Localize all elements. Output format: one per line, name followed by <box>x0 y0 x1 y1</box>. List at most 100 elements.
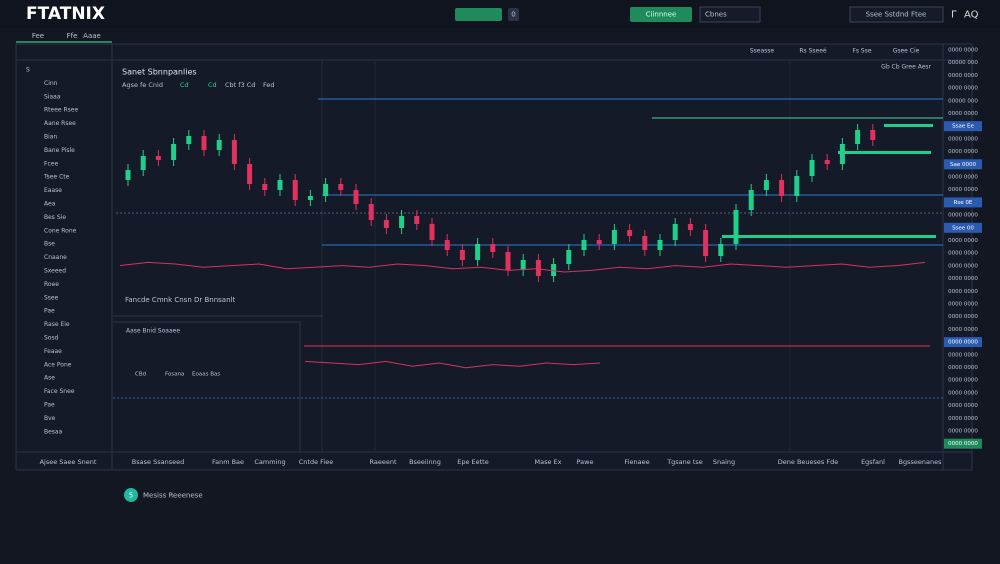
sidebar-item[interactable]: Cnaane <box>44 254 67 261</box>
candle-body <box>475 244 481 260</box>
badge-box[interactable] <box>508 8 519 21</box>
sidebar-item[interactable]: Aane Rsee <box>44 120 76 127</box>
sidebar-item[interactable]: Face Snee <box>44 388 75 395</box>
chart-subtitle: Cd <box>208 81 217 89</box>
candle-body <box>535 260 541 276</box>
price-label: 0000 0000 <box>948 441 978 447</box>
sidebar-item[interactable]: Fcee <box>44 160 58 167</box>
bottom-bar-item[interactable]: Bseeiinng <box>409 458 441 466</box>
bottom-bar-item[interactable]: Pawe <box>577 458 594 466</box>
panel-header-item[interactable]: Sseasse <box>750 48 775 55</box>
price-label: 0000 0000 <box>948 73 978 79</box>
sidebar-item[interactable]: Sosd <box>44 335 59 342</box>
sidebar-item[interactable]: Feaae <box>44 348 62 355</box>
candle-body <box>824 160 830 164</box>
icon[interactable]: AQ <box>964 10 979 21</box>
sidebar-item[interactable]: Ace Pone <box>44 361 72 368</box>
price-label: 0000 0000 <box>948 314 978 320</box>
bottom-bar-item[interactable]: Dene Beueses Fde <box>778 458 838 466</box>
sidebar-item[interactable]: Eaase <box>44 187 62 194</box>
sidebar-item[interactable]: Besaa <box>44 428 63 435</box>
sidebar-item[interactable]: Rase Eie <box>44 321 70 328</box>
sidebar-item[interactable]: Pae <box>44 402 55 409</box>
candle-body <box>870 130 876 140</box>
candle-body <box>490 244 496 252</box>
logo: FTATNIX <box>26 4 105 24</box>
panel-header-item[interactable]: Gsee Cie <box>893 48 920 55</box>
candle-body <box>429 224 435 240</box>
button[interactable] <box>630 7 692 22</box>
sidebar-item[interactable]: Aea <box>44 201 56 208</box>
chart-subtitle: Agse fe Cnid <box>122 81 163 89</box>
price-highlight <box>944 197 982 208</box>
candle-body <box>155 156 161 160</box>
bottom-bar-item[interactable]: Bgsseenanes <box>899 458 943 466</box>
bottom-bar-item[interactable]: Mase Ex <box>535 458 562 466</box>
bottom-bar-item[interactable]: Snaing <box>713 458 735 466</box>
price-label: 0000 0000 <box>948 263 978 269</box>
bottom-bar-item[interactable]: Cntde Fiee <box>299 458 333 466</box>
tab[interactable]: Ffe <box>67 32 78 40</box>
candle-body <box>338 184 344 190</box>
candle-body <box>383 220 389 228</box>
candle-body <box>855 130 861 144</box>
candle-body <box>414 216 420 224</box>
sidebar-item[interactable]: Bane Pisle <box>44 147 75 154</box>
sidebar-item[interactable]: Roee <box>44 281 59 288</box>
candle-body <box>596 240 602 244</box>
sidebar-item[interactable]: Ssee <box>44 294 59 301</box>
sidebar-item[interactable]: Bes Sie <box>44 214 66 221</box>
price-label: 0000 0000 <box>948 48 978 54</box>
candle-body <box>140 156 146 170</box>
panel-header-item[interactable]: Rs Sseeé <box>799 48 827 55</box>
sidebar-item[interactable]: Rteee Rsee <box>44 107 78 114</box>
bottom-bar-item[interactable]: Raeeent <box>369 458 396 466</box>
chart-subtitle: Cbt f3 Cd <box>225 81 255 89</box>
chart-title: Sanet Sbnnpanlies <box>122 68 197 77</box>
candle-body <box>262 184 268 190</box>
account-box[interactable] <box>849 6 944 23</box>
chart-subtitle: Cd <box>180 81 189 89</box>
bottom-bar-item[interactable]: Tgsane tse <box>666 458 703 466</box>
footer-badge[interactable] <box>124 488 138 502</box>
sidebar-item[interactable]: Pae <box>44 308 55 315</box>
candle-body <box>231 140 237 164</box>
bottom-bar-item[interactable]: Bsase Ssanseed <box>132 458 184 466</box>
sidebar-item[interactable]: Cinn <box>44 80 58 87</box>
indicator-line <box>304 360 601 369</box>
sidebar-item[interactable]: Tsee Cte <box>43 174 70 181</box>
button[interactable] <box>455 8 502 21</box>
price-label: 0000 0000 <box>948 340 978 346</box>
price-label: Ssee 00 <box>952 225 974 231</box>
bottom-bar-item[interactable]: Camming <box>254 458 285 466</box>
candle-body <box>459 250 465 260</box>
tab[interactable]: Aaae <box>83 32 101 40</box>
sidebar-item[interactable]: Ase <box>44 375 55 382</box>
bottom-bar-item[interactable]: Ajsee Saee Snent <box>40 458 97 466</box>
price-label: 0000 0000 <box>948 213 978 219</box>
price-label: 0000 0000 <box>948 136 978 142</box>
sidebar-item[interactable]: Bve <box>44 415 56 422</box>
sidebar-item[interactable]: Cone Rone <box>44 227 77 234</box>
price-label: 0000 0000 <box>948 352 978 358</box>
candle-body <box>642 236 648 250</box>
candle-body <box>748 190 754 210</box>
bottom-bar-item[interactable]: Egsfanl <box>861 458 885 466</box>
panel-header-item[interactable]: Fs Sse <box>852 48 871 55</box>
search-box[interactable] <box>699 6 761 23</box>
price-label: 0000 0000 <box>948 327 978 333</box>
price-label: 0000 0000 <box>948 378 978 384</box>
sidebar-item[interactable]: Sxeeed <box>44 268 66 275</box>
sidebar-item[interactable]: S <box>26 67 30 74</box>
icon[interactable]: Γ <box>951 10 957 21</box>
tab[interactable]: Fee <box>32 32 44 40</box>
price-label: 0000 0000 <box>948 403 978 409</box>
candle-body <box>611 230 617 244</box>
candle-body <box>201 136 207 150</box>
sidebar-item[interactable]: Siaaa <box>44 93 61 100</box>
sidebar-item[interactable]: Bian <box>44 134 57 141</box>
sidebar-item[interactable]: Bse <box>44 241 55 248</box>
bottom-bar-item[interactable]: Fienaee <box>624 458 649 466</box>
bottom-bar-item[interactable]: Epe Eette <box>457 458 489 466</box>
bottom-bar-item[interactable]: Fanm Bae <box>212 458 244 466</box>
